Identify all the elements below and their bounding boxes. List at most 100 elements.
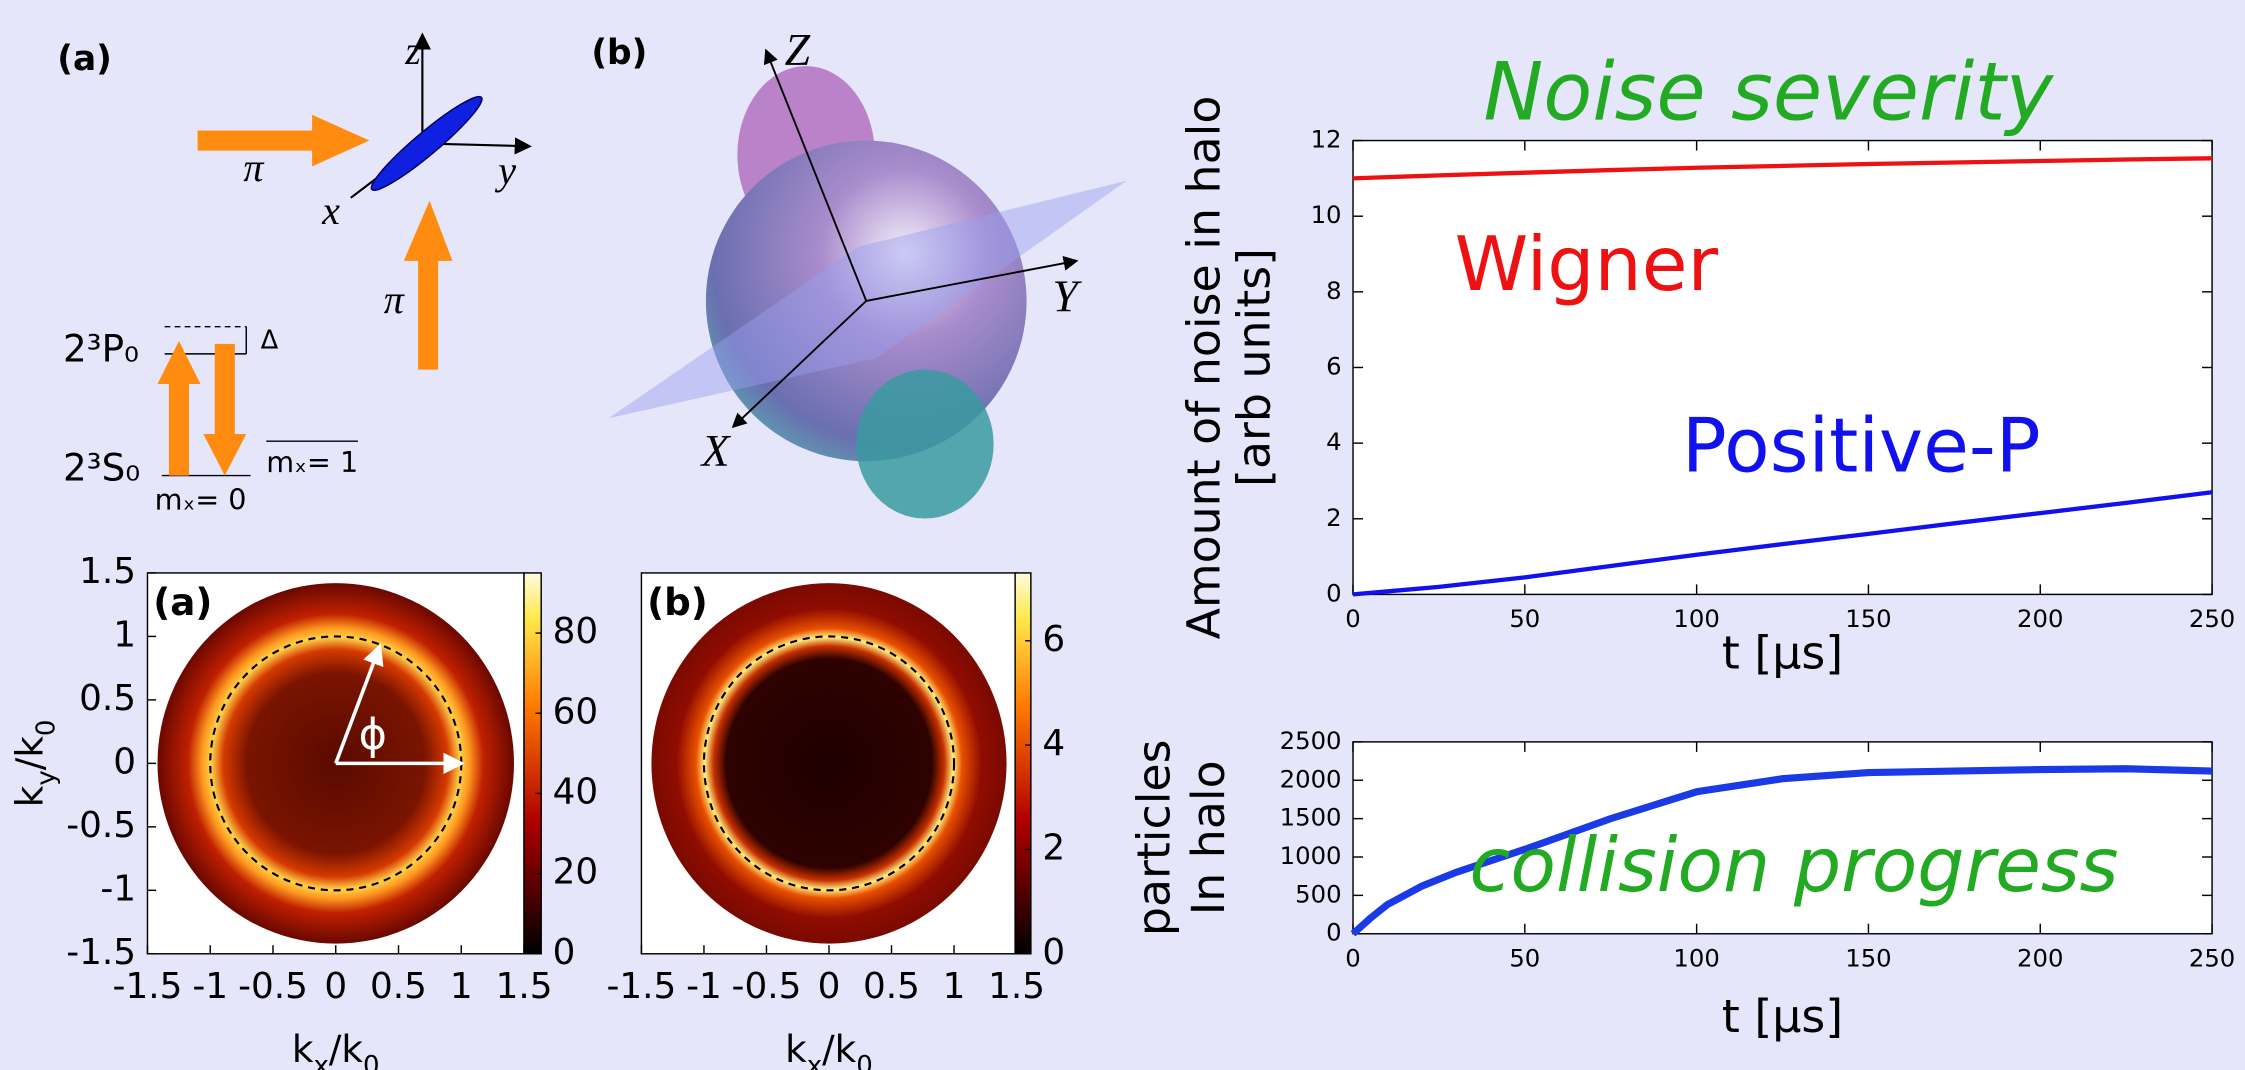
y-axis-label: Amount of noise in halo [1176, 96, 1230, 640]
y-tick-label: 2500 [1280, 726, 1342, 755]
colorbar-tick-label: 20 [553, 852, 599, 893]
x-tick-label: -1 [192, 966, 228, 1007]
y-tick-label: 1500 [1280, 803, 1342, 832]
annotation: collision progress [1470, 822, 2119, 909]
axis-label-part: 0 [363, 1051, 380, 1070]
colorbar [1015, 573, 1031, 954]
axis-label-part: k [785, 1027, 807, 1070]
x-tick-label: 100 [1673, 944, 1719, 973]
axis-label-part: /k [822, 1027, 857, 1070]
series-label: Positive-P [1682, 403, 2041, 490]
chart-title: Noise severity [1483, 46, 2054, 139]
x-tick-label: 250 [2189, 944, 2235, 973]
x-tick-label: 150 [1845, 944, 1891, 973]
x-tick-label: -1 [686, 966, 722, 1007]
x-tick-label: 200 [2017, 944, 2063, 973]
y-tick-label: -1.5 [66, 932, 136, 973]
x-tick-label: 0.5 [370, 966, 427, 1007]
axis-label: Y [1052, 270, 1082, 321]
x-tick-label: 0 [1345, 944, 1360, 973]
colorbar-tick-label: 4 [1042, 723, 1065, 764]
axis-label: x [321, 188, 340, 233]
colorbar-tick-label: 0 [553, 932, 576, 973]
x-tick-label: 1.5 [496, 966, 553, 1007]
x-tick-label: 50 [1509, 944, 1540, 973]
x-tick-label: -0.5 [238, 966, 308, 1007]
x-tick-label: 150 [1845, 604, 1891, 633]
panel-label: (a) [153, 580, 212, 624]
y-tick-label: 1 [113, 614, 136, 655]
x-tick-label: 200 [2017, 604, 2063, 633]
x-tick-label: 250 [2189, 604, 2235, 633]
beam-label: π [384, 277, 405, 322]
y-tick-label: 8 [1326, 276, 1341, 305]
panel-label: (b) [591, 33, 647, 73]
x-tick-label: -1.5 [607, 966, 677, 1007]
axis-label-part: 0 [31, 720, 61, 737]
colorbar-tick-label: 0 [1042, 932, 1065, 973]
x-tick-label: 50 [1509, 604, 1540, 633]
y-tick-label: 12 [1311, 125, 1342, 154]
plot-area [1353, 141, 2212, 595]
y-tick-label: -1 [100, 868, 136, 909]
panel-label: (a) [57, 39, 112, 79]
x-tick-label: 0 [1345, 604, 1360, 633]
level-label: 2³P₀ [63, 327, 139, 371]
level-label: 2³S₀ [63, 445, 140, 489]
x-axis-label: t [μs] [1722, 989, 1843, 1043]
axis-label: z [404, 28, 421, 73]
y-axis-label: In halo [1181, 760, 1235, 915]
x-tick-label: 0.5 [863, 966, 920, 1007]
y-tick-label: 2000 [1280, 764, 1342, 793]
figure: (a) z y x π π 2³P₀ 2³S₀ Δ mₓ= 0 mₓ= 1 (b… [0, 0, 2245, 1070]
x-tick-label: 1.5 [988, 966, 1045, 1007]
angle-label: ϕ [359, 710, 387, 760]
axis-label-part: k [292, 1027, 314, 1070]
axis-label: kx/k0 [292, 1027, 380, 1070]
axis-label-part: /k [329, 1027, 364, 1070]
y-tick-label: 0.5 [79, 678, 136, 719]
y-tick-label: 0 [1326, 578, 1341, 607]
y-axis-label: particles [1126, 740, 1180, 937]
state-label: mₓ= 1 [266, 445, 358, 479]
x-tick-label: -0.5 [732, 966, 802, 1007]
colorbar-tick-label: 6 [1042, 619, 1065, 660]
y-tick-label: 0 [113, 741, 136, 782]
y-tick-label: 4 [1326, 427, 1341, 456]
state-label: mₓ= 0 [155, 482, 247, 516]
axis-label-part: k [7, 785, 51, 807]
axis-label-part: x [807, 1051, 822, 1070]
y-tick-label: -0.5 [66, 805, 136, 846]
x-tick-label: 1 [450, 966, 473, 1007]
colorbar-tick-label: 60 [553, 691, 599, 732]
axis-label: y [494, 148, 516, 193]
x-tick-label: 100 [1673, 604, 1719, 633]
colorbar [524, 573, 541, 954]
colorbar-tick-label: 2 [1042, 827, 1065, 868]
colorbar-tick-label: 40 [553, 771, 599, 812]
y-axis-label: [arb units] [1227, 248, 1281, 487]
diagram-a: (a) z y x π π 2³P₀ 2³S₀ Δ mₓ= 0 mₓ= 1 [57, 28, 529, 517]
x-axis-label: t [μs] [1722, 625, 1843, 679]
colorbar-tick-label: 80 [553, 611, 599, 652]
y-tick-label: 500 [1295, 879, 1341, 908]
x-tick-label: 0 [818, 966, 841, 1007]
beam-label: π [243, 145, 264, 190]
y-tick-label: 1.5 [79, 551, 136, 592]
axis-label-part: y [31, 770, 61, 785]
axis-label: kx/k0 [785, 1027, 873, 1070]
detuning-label: Δ [261, 325, 279, 355]
axis-label: Z [785, 24, 811, 75]
y-tick-label: 2 [1326, 503, 1341, 532]
panel-label: (b) [647, 580, 708, 624]
axis-label-part: /k [7, 736, 51, 771]
axis-label: X [700, 425, 732, 476]
y-tick-label: 1000 [1280, 841, 1342, 870]
y-tick-label: 0 [1326, 918, 1341, 947]
axis-label: ky/k0 [7, 720, 61, 808]
x-tick-label: 0 [324, 966, 347, 1007]
axis-label-part: 0 [856, 1051, 873, 1070]
x-tick-label: 1 [943, 966, 966, 1007]
series-label: Wigner [1455, 221, 1719, 308]
y-tick-label: 10 [1311, 200, 1342, 229]
